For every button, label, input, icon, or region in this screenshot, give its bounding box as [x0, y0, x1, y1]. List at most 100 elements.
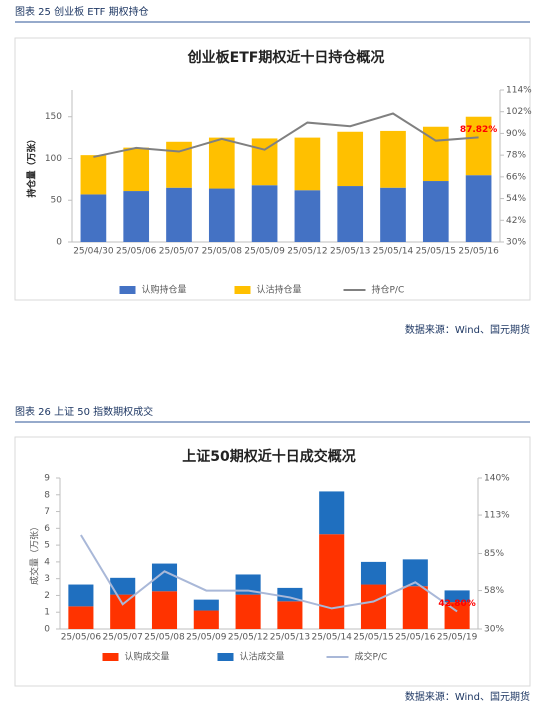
- bar: [360, 584, 387, 629]
- bar: [337, 131, 364, 187]
- x-tick-label: 25/05/06: [116, 247, 157, 257]
- figure-caption: 图表 26 上证 50 指数期权成交: [15, 405, 153, 418]
- bar: [151, 591, 178, 629]
- chart-title: 上证50期权近十日成交概况: [182, 448, 355, 465]
- y-tick-label: 7: [44, 507, 50, 517]
- bar: [123, 147, 150, 192]
- x-tick-label: 25/05/12: [228, 633, 268, 643]
- y2-tick-label: 58%: [484, 586, 504, 596]
- legend-swatch: [119, 286, 136, 294]
- chart-title: 创业板ETF期权近十日持仓概况: [187, 49, 385, 66]
- bar: [465, 116, 492, 176]
- y2-tick-label: 30%: [506, 238, 526, 248]
- x-tick-label: 25/05/12: [287, 247, 327, 257]
- x-tick-label: 25/05/09: [244, 247, 285, 257]
- y-tick-label: 0: [56, 238, 62, 248]
- y-tick-label: 150: [45, 112, 62, 122]
- x-tick-label: 25/05/07: [102, 633, 142, 643]
- line: [93, 112, 479, 158]
- bar: [80, 155, 107, 195]
- y2-tick-label: 140%: [484, 474, 510, 484]
- x-tick-label: 25/05/08: [202, 247, 243, 257]
- bar: [251, 138, 278, 186]
- bar: [319, 534, 345, 629]
- bar: [193, 599, 219, 611]
- bar: [68, 606, 94, 629]
- y2-tick-label: 54%: [506, 194, 526, 204]
- legend-label: 持仓P/C: [372, 284, 405, 296]
- source-note: 数据来源：Wind、国元期货: [405, 323, 530, 336]
- y-axis-label: 持仓量（万张）: [26, 134, 38, 197]
- y-tick-label: 50: [51, 196, 63, 206]
- bar: [337, 186, 364, 242]
- bar: [319, 491, 345, 535]
- line: [80, 534, 458, 613]
- bar: [294, 190, 321, 242]
- bar: [380, 130, 406, 188]
- bar: [166, 187, 192, 242]
- x-tick-label: 25/05/14: [373, 247, 414, 257]
- legend-swatch: [234, 286, 251, 294]
- legend-label: 认沽持仓量: [257, 284, 302, 296]
- bar: [235, 594, 261, 629]
- legend-label: 认沽成交量: [240, 651, 285, 663]
- bar: [68, 584, 94, 607]
- y2-tick-label: 85%: [484, 549, 504, 559]
- x-tick-label: 25/05/13: [270, 633, 310, 643]
- legend-label: 成交P/C: [355, 651, 388, 663]
- x-tick-label: 25/05/16: [395, 633, 436, 643]
- legend-label: 认购成交量: [125, 651, 170, 663]
- y2-tick-label: 30%: [484, 625, 504, 635]
- x-tick-label: 25/05/07: [159, 247, 199, 257]
- y-tick-label: 6: [44, 524, 50, 534]
- x-tick-label: 25/05/15: [353, 633, 393, 643]
- bar: [110, 577, 136, 595]
- bar: [444, 590, 470, 603]
- figure-caption: 图表 25 创业板 ETF 期权持仓: [15, 5, 149, 18]
- bar: [360, 561, 387, 585]
- bar: [208, 137, 235, 189]
- x-tick-label: 25/05/19: [437, 633, 478, 643]
- y2-tick-label: 78%: [506, 151, 526, 161]
- x-tick-label: 25/05/14: [311, 633, 352, 643]
- y2-tick-label: 113%: [484, 511, 510, 521]
- bar: [110, 594, 136, 629]
- data-label: 87.82%: [460, 125, 498, 135]
- legend-swatch: [217, 653, 234, 661]
- x-tick-label: 25/05/09: [186, 633, 227, 643]
- bar: [208, 188, 235, 242]
- legend-label: 认购持仓量: [142, 284, 187, 296]
- chart-frame: [14, 436, 531, 687]
- y-tick-label: 5: [44, 541, 50, 551]
- bar: [80, 194, 107, 242]
- y-tick-label: 8: [44, 490, 50, 500]
- x-tick-label: 25/05/06: [61, 633, 102, 643]
- chart-frame: [14, 37, 531, 301]
- y-tick-label: 0: [44, 625, 50, 635]
- bar: [294, 137, 321, 191]
- y2-tick-label: 42%: [506, 216, 526, 226]
- x-tick-label: 25/04/30: [73, 247, 114, 257]
- bar: [465, 175, 492, 242]
- y-tick-label: 2: [44, 591, 50, 601]
- y2-tick-label: 90%: [506, 129, 526, 139]
- x-tick-label: 25/05/15: [416, 247, 456, 257]
- bar: [277, 601, 303, 629]
- bar: [402, 586, 428, 629]
- y-tick-label: 100: [45, 154, 62, 164]
- y2-tick-label: 114%: [506, 86, 532, 96]
- legend-swatch: [102, 653, 119, 661]
- x-tick-label: 25/05/08: [144, 633, 185, 643]
- bar: [380, 187, 406, 242]
- y-tick-label: 9: [44, 474, 50, 484]
- bar: [251, 185, 278, 242]
- bar: [193, 610, 219, 629]
- y2-tick-label: 102%: [506, 107, 532, 117]
- y2-tick-label: 66%: [506, 172, 526, 182]
- x-tick-label: 25/05/13: [330, 247, 370, 257]
- y-axis-label: 成交量（万张）: [29, 522, 41, 585]
- bar: [123, 191, 150, 242]
- y-tick-label: 4: [44, 557, 50, 567]
